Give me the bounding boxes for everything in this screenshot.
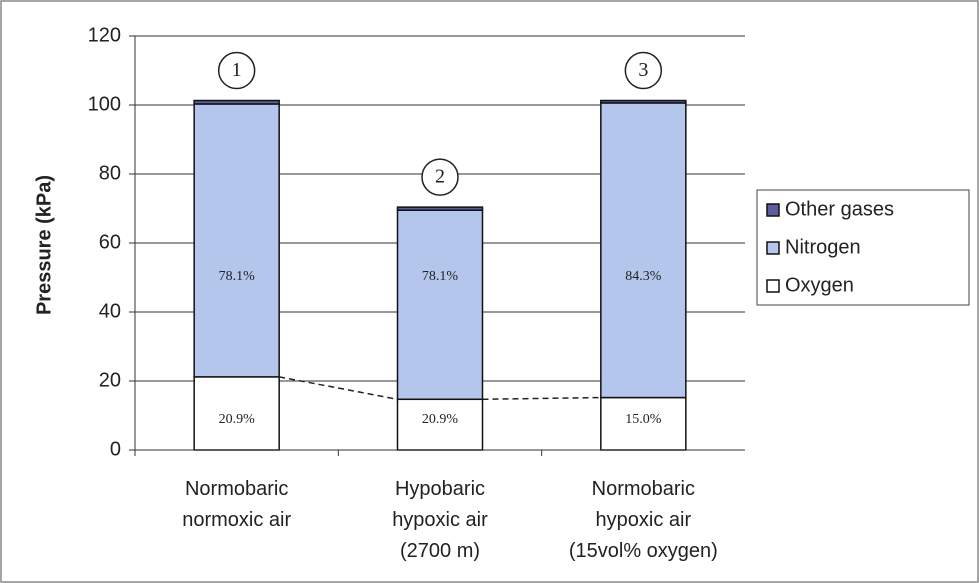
x-tick-label-line: normoxic air (182, 509, 291, 531)
annotation-circle (217, 51, 256, 90)
bar-segment (193, 376, 280, 451)
segment-label: 84.3% (625, 269, 662, 284)
y-tick-label: 120 (88, 24, 121, 46)
annotation-circle (624, 51, 663, 90)
legend-label: Nitrogen (785, 236, 861, 258)
x-tick-label-line: (2700 m) (400, 540, 480, 562)
x-tick-label: Hypobaric hypoxic air (2700 m) (392, 478, 488, 562)
annotation: 2 (435, 166, 445, 188)
x-tick-label-line: (15vol% oxygen) (569, 540, 718, 562)
x-tick-label-line: Normobaric (592, 478, 695, 500)
segment-label: 15.0% (625, 412, 662, 427)
annotation-circle (421, 158, 459, 196)
legend-label: Other gases (785, 198, 894, 220)
y-tick-label: 40 (99, 300, 121, 322)
connector (279, 376, 398, 401)
x-tick-label-line: Normobaric (185, 478, 288, 500)
bar-segment (600, 99, 687, 104)
bar-segment (396, 209, 484, 401)
bar-segment (193, 103, 280, 378)
legend-swatch (766, 241, 780, 255)
bar-segment (396, 398, 484, 451)
bar-segment (193, 99, 280, 105)
legend-label: Oxygen (785, 274, 854, 296)
segment-label: 78.1% (422, 269, 459, 284)
x-tick-label-line: hypoxic air (596, 509, 692, 531)
annotation: 1 (232, 59, 242, 81)
segment-label: 20.9% (219, 412, 256, 427)
y-tick-label: 20 (99, 369, 121, 391)
legend-swatch (766, 203, 780, 217)
y-tick-label: 80 (99, 162, 121, 184)
x-tick-label: Normobaric hypoxic air (15vol% oxygen) (569, 478, 718, 562)
annotation: 3 (638, 59, 648, 81)
legend-swatch (766, 279, 780, 293)
legend-box (756, 189, 970, 306)
segment-label: 78.1% (219, 269, 256, 284)
x-tick-label-line: Hypobaric (395, 478, 485, 500)
bar-segment (396, 206, 484, 211)
segment-label: 20.9% (422, 412, 459, 427)
x-tick-label-line: hypoxic air (392, 509, 488, 531)
y-tick-label: 100 (88, 93, 121, 115)
y-tick-label: 0 (110, 438, 121, 460)
y-tick-label: 60 (99, 231, 121, 253)
bar-segment (600, 396, 687, 451)
x-tick-label: Normobaric normoxic air (182, 478, 291, 531)
bar-segment (600, 102, 687, 399)
y-axis-label: Pressure (kPa) (33, 175, 55, 315)
